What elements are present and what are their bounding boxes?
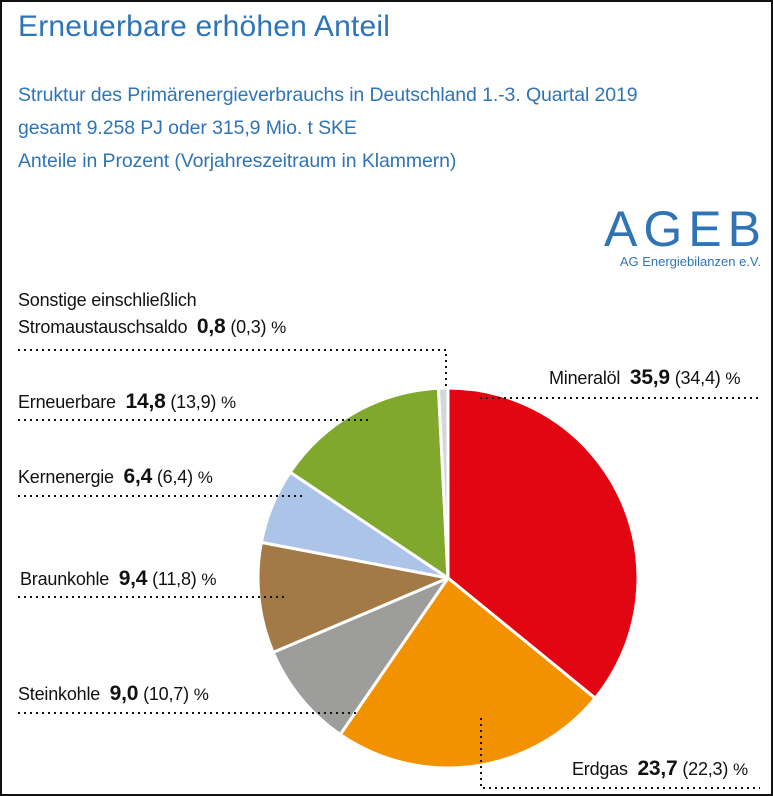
- label-erdgas-prev: (22,3): [682, 759, 729, 779]
- label-kernenergie-unit: %: [197, 468, 213, 487]
- label-braunkohle-value: 9,4: [118, 567, 148, 590]
- label-braunkohle-prev: (11,8): [152, 569, 197, 589]
- pie-slice-mineraloel: [446, 386, 640, 700]
- label-erdgas-unit: %: [732, 760, 748, 779]
- label-mineraloel-value: 35,9: [629, 366, 670, 389]
- logo-wordmark: AGEB: [604, 201, 767, 257]
- label-erneuerbare-prev: (13,9): [170, 392, 217, 412]
- label-kernenergie-name: Kernenergie: [18, 467, 114, 487]
- label-erneuerbare: Erneuerbare 14,8 (13,9) %: [18, 390, 236, 414]
- label-mineraloel-prev: (34,4): [674, 368, 721, 388]
- label-steinkohle-unit: %: [193, 685, 209, 704]
- label-steinkohle-value: 9,0: [109, 682, 139, 705]
- chart-title: Erneuerbare erhöhen Anteil: [18, 10, 391, 43]
- label-sonstige: Sonstige einschließlich Stromaustauschsa…: [18, 290, 286, 339]
- subtitle-line-1: Struktur des Primärenergieverbrauchs in …: [18, 84, 638, 106]
- label-braunkohle: Braunkohle 9,4 (11,8) %: [20, 567, 217, 591]
- label-mineraloel: Mineralöl 35,9 (34,4) %: [549, 366, 740, 390]
- label-braunkohle-name: Braunkohle: [20, 569, 110, 589]
- label-kernenergie-prev: (6,4): [156, 467, 193, 487]
- label-mineraloel-unit: %: [725, 369, 741, 388]
- subtitle-line-2: gesamt 9.258 PJ oder 315,9 Mio. t SKE: [18, 117, 357, 139]
- logo-tagline: AG Energiebilanzen e.V.: [619, 254, 761, 269]
- label-mineraloel-name: Mineralöl: [549, 368, 621, 388]
- label-steinkohle: Steinkohle 9,0 (10,7) %: [18, 682, 209, 706]
- pie-slice-erneuerbare: [288, 386, 450, 580]
- label-erneuerbare-name: Erneuerbare: [18, 392, 116, 412]
- pie-slice-erdgas: [338, 576, 597, 770]
- label-erdgas-name: Erdgas: [572, 759, 628, 779]
- subtitle-line-3: Anteile in Prozent (Vorjahreszeitraum in…: [18, 150, 457, 172]
- label-sonstige-value: 0,8: [196, 315, 226, 338]
- pie-slice-stromaustauschsaldo: [436, 386, 450, 580]
- leader-lines: [18, 349, 760, 789]
- label-steinkohle-prev: (10,7): [143, 684, 189, 704]
- label-erneuerbare-unit: %: [221, 393, 236, 412]
- label-braunkohle-unit: %: [201, 570, 217, 589]
- pie-slices: [256, 386, 640, 770]
- label-kernenergie: Kernenergie 6,4 (6,4) %: [18, 465, 213, 489]
- label-sonstige-prev: (0,3): [230, 317, 267, 337]
- label-sonstige-line1: Sonstige einschließlich: [18, 290, 197, 310]
- leader-line-sonstige: [18, 349, 447, 388]
- label-kernenergie-value: 6,4: [123, 465, 153, 488]
- ageb-logo: AGEB AG Energiebilanzen e.V.: [604, 204, 761, 269]
- label-erdgas-value: 23,7: [637, 757, 678, 780]
- label-erdgas: Erdgas 23,7 (22,3) %: [572, 757, 748, 781]
- pie-slice-steinkohle: [271, 576, 450, 736]
- label-sonstige-name: Stromaustauschsaldo: [18, 317, 188, 337]
- label-erneuerbare-value: 14,8: [125, 390, 166, 413]
- label-steinkohle-name: Steinkohle: [18, 684, 101, 704]
- label-sonstige-unit: %: [271, 318, 287, 337]
